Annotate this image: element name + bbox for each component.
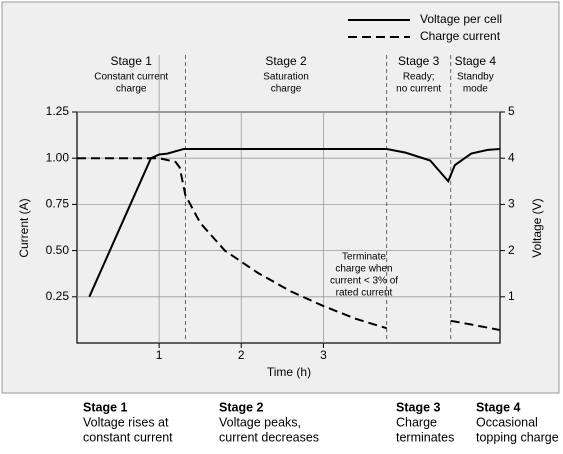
caption-line: Occasional: [476, 415, 538, 429]
caption-line: current decreases: [219, 430, 319, 444]
x-axis-label: Time (h): [267, 365, 311, 379]
stage-title: Stage 2: [265, 54, 307, 68]
stage-title: Stage 3: [398, 54, 440, 68]
stage-subtitle: Saturation: [263, 72, 309, 83]
x-tick-label: 3: [320, 348, 327, 362]
caption-line: terminates: [396, 430, 454, 444]
x-tick-label: 1: [156, 348, 163, 362]
annotation: charge when: [335, 264, 392, 275]
y2-tick-label: 3: [508, 197, 515, 211]
caption-line: topping charge: [476, 430, 559, 444]
y2-tick-label: 4: [508, 150, 515, 164]
y-tick-label: 0.50: [46, 243, 70, 257]
y-tick-label: 1.00: [46, 150, 70, 164]
stage-subtitle: Constant current: [94, 72, 168, 83]
y2-tick-label: 1: [508, 289, 515, 303]
x-tick-label: 2: [238, 348, 245, 362]
y-tick-label: 0.25: [46, 289, 70, 303]
y-tick-label: 1.25: [46, 104, 70, 118]
series-line: [77, 157, 501, 332]
caption-line: constant current: [83, 430, 173, 444]
caption-line: Charge: [396, 415, 437, 429]
caption-title: Stage 4: [476, 400, 521, 414]
caption-title: Stage 2: [219, 400, 264, 414]
caption-line: Voltage peaks,: [219, 415, 301, 429]
caption-title: Stage 3: [396, 400, 441, 414]
stage-subtitle: mode: [463, 84, 488, 95]
stage-subtitle: Ready;: [403, 72, 435, 83]
series-line: [88, 147, 501, 298]
y2-tick-label: 5: [508, 104, 515, 118]
stage-subtitle: charge: [116, 84, 147, 95]
y-axis-label: Current (A): [17, 198, 31, 257]
stage-title: Stage 4: [455, 54, 497, 68]
stage-title: Stage 1: [111, 54, 153, 68]
legend-label: Charge current: [420, 29, 501, 43]
plot-frame: [76, 111, 501, 344]
y2-tick-label: 2: [508, 243, 515, 257]
annotation: rated current: [336, 288, 393, 299]
legend-label: Voltage per cell: [420, 12, 502, 26]
annotation: Terminate: [342, 252, 386, 263]
annotation: current < 3% of: [330, 276, 398, 287]
stage-subtitle: no current: [396, 84, 441, 95]
y-tick-label: 0.75: [46, 197, 70, 211]
caption-title: Stage 1: [83, 400, 128, 414]
caption-line: Voltage rises at: [83, 415, 169, 429]
y2-axis-label: Voltage (V): [530, 198, 544, 257]
stage-subtitle: Standby: [457, 72, 494, 83]
stage-subtitle: charge: [271, 84, 302, 95]
